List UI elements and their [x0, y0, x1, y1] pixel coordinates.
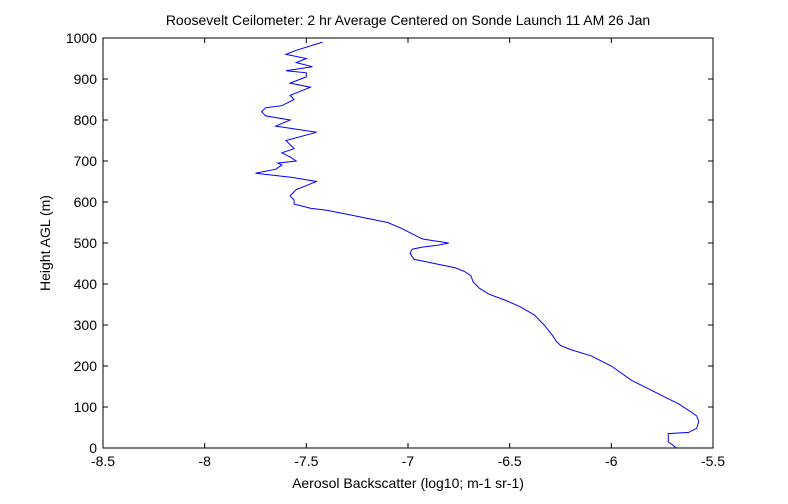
- y-tick-label: 600: [74, 194, 98, 210]
- x-axis-ticks: -8.5 -8 -7.5 -7 -6.5 -6 -5.5: [91, 38, 725, 469]
- y-tick-label: 900: [74, 71, 98, 87]
- y-tick-label: 800: [74, 112, 98, 128]
- x-tick-label: -8.5: [91, 453, 115, 469]
- y-tick-label: 1000: [66, 30, 97, 46]
- x-tick-label: -6.5: [498, 453, 522, 469]
- y-tick-label: 100: [74, 399, 98, 415]
- chart-title: Roosevelt Ceilometer: 2 hr Average Cente…: [166, 12, 650, 28]
- x-tick-label: -7.5: [294, 453, 318, 469]
- y-tick-label: 500: [74, 235, 98, 251]
- y-axis-label: Height AGL (m): [37, 195, 53, 291]
- x-axis-label: Aerosol Backscatter (log10; m-1 sr-1): [292, 475, 524, 491]
- y-axis-ticks: 0 100 200 300 400 500 600 700 800 900 1000: [66, 30, 713, 456]
- y-tick-label: 400: [74, 276, 98, 292]
- x-tick-label: -8: [198, 453, 211, 469]
- y-tick-label: 0: [89, 440, 97, 456]
- x-tick-label: -5.5: [701, 453, 725, 469]
- backscatter-profile-line: [255, 41, 700, 449]
- plot-area: [102, 37, 714, 449]
- x-tick-label: -7: [402, 453, 415, 469]
- plot-frame: [102, 37, 714, 449]
- y-tick-label: 700: [74, 153, 98, 169]
- y-tick-label: 300: [74, 317, 98, 333]
- y-tick-label: 200: [74, 358, 98, 374]
- x-tick-label: -6: [605, 453, 618, 469]
